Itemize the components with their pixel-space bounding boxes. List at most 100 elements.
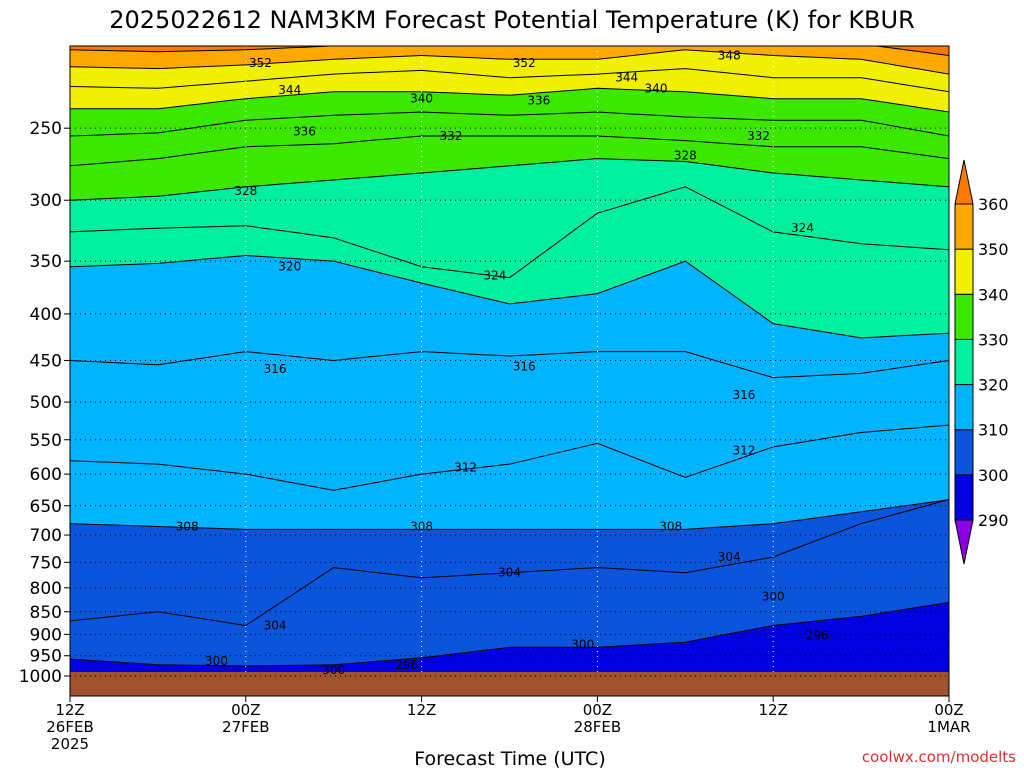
contour-label-328: 328 — [234, 184, 257, 198]
contour-316 — [70, 351, 949, 379]
plot-frame — [69, 45, 950, 697]
x-tick-label-0-2: 26FEB — [46, 718, 93, 736]
contour-label-344: 344 — [278, 83, 301, 97]
x-tick-label-5-2: 1MAR — [927, 718, 970, 736]
contour-320 — [70, 254, 949, 339]
contour-labels: 352 352 348 344 344 340 340 336 336 332 332 328 328 3… — [176, 48, 829, 677]
contour-336 — [70, 111, 949, 137]
colorbar-label-310: 310 — [978, 421, 1009, 440]
contour-304 — [70, 499, 949, 627]
colorbar-label-320: 320 — [978, 376, 1009, 395]
y-tick-label-400: 400 — [30, 305, 62, 325]
contour-label-348: 348 — [718, 48, 741, 62]
colorbar-seg-340 — [954, 248, 974, 295]
filled-bands — [70, 46, 949, 696]
y-tick-label-550: 550 — [30, 431, 62, 451]
contour-label-336: 336 — [527, 93, 550, 107]
y-tick-label-500: 500 — [30, 393, 62, 413]
colorbar-label-290: 290 — [978, 511, 1009, 530]
contour-label-312: 312 — [454, 460, 477, 474]
contour-label-296: 296 — [806, 629, 829, 643]
colorbar-seg-290 — [954, 474, 974, 521]
y-tick-label-600: 600 — [30, 465, 62, 485]
contour-label-324: 324 — [791, 221, 814, 235]
y-tick-label-300: 300 — [30, 191, 62, 211]
contour-label-316: 316 — [513, 360, 536, 374]
credit-text: coolwx.com/modelts — [862, 748, 1016, 766]
contour-348 — [70, 49, 949, 75]
y-tick-label-450: 450 — [30, 351, 62, 371]
contour-label-304: 304 — [498, 566, 521, 580]
x-tick-label-3-2: 28FEB — [574, 718, 621, 736]
contour-label-328: 328 — [674, 149, 697, 163]
y-axis: 2503003504004505005506006507007508008509… — [19, 119, 70, 687]
y-tick-label-700: 700 — [30, 526, 62, 546]
contour-332 — [70, 135, 949, 167]
colorbar: 290 300 310 320 330 340 350 360 — [954, 159, 1009, 565]
contour-label-304: 304 — [718, 550, 741, 564]
contour-label-300: 300 — [762, 590, 785, 604]
colorbar-seg-320 — [954, 338, 974, 386]
contour-label-324: 324 — [483, 269, 506, 283]
contour-label-320: 320 — [278, 260, 301, 274]
contour-label-308: 308 — [410, 519, 433, 533]
grid-lines — [69, 45, 950, 697]
contour-label-308: 308 — [176, 519, 199, 533]
y-tick-label-350: 350 — [30, 252, 62, 272]
chart-title: 2025022612 NAM3KM Forecast Potential Tem… — [109, 6, 915, 34]
colorbar-label-300: 300 — [978, 466, 1009, 485]
x-tick-label-1-1: 00Z — [231, 701, 260, 719]
colorbar-label-350: 350 — [978, 240, 1009, 259]
x-tick-label-3-1: 00Z — [583, 701, 612, 719]
y-tick-label-800: 800 — [30, 579, 62, 599]
x-tick-label-1-2: 27FEB — [222, 718, 269, 736]
contour-label-296: 296 — [395, 658, 418, 672]
x-axis-label: Forecast Time (UTC) — [414, 748, 605, 768]
y-tick-label-900: 900 — [30, 625, 62, 645]
contour-label-300: 300 — [205, 654, 228, 668]
colorbar-seg-300 — [954, 429, 974, 476]
colorbar-label-330: 330 — [978, 330, 1009, 349]
y-tick-label-750: 750 — [30, 553, 62, 573]
contour-324 — [70, 186, 949, 279]
contour-label-332: 332 — [439, 129, 462, 143]
x-tick-label-2-1: 12Z — [407, 701, 436, 719]
contour-308 — [70, 499, 949, 530]
contour-label-308: 308 — [659, 519, 682, 533]
contour-label-340: 340 — [410, 92, 433, 106]
x-tick-label-5-1: 00Z — [934, 701, 963, 719]
colorbar-arrow-top — [954, 159, 974, 205]
contour-label-300: 300 — [322, 663, 345, 677]
ground-fill — [70, 672, 949, 696]
contour-label-340: 340 — [645, 81, 668, 95]
colorbar-arrow-bottom — [954, 519, 974, 565]
x-tick-label-0-3: 2025 — [51, 735, 89, 753]
ground-surface — [70, 672, 949, 696]
y-tick-label-950: 950 — [30, 647, 62, 667]
x-tick-label-0-1: 12Z — [55, 701, 84, 719]
colorbar-label-340: 340 — [978, 285, 1009, 304]
x-tick-label-4-1: 12Z — [759, 701, 788, 719]
contour-label-352: 352 — [249, 56, 272, 70]
contour-312 — [70, 424, 949, 491]
contour-label-352: 352 — [513, 56, 536, 70]
y-tick-label-850: 850 — [30, 603, 62, 623]
colorbar-label-360: 360 — [978, 195, 1009, 214]
contour-label-304: 304 — [264, 618, 287, 632]
contour-label-300: 300 — [571, 637, 594, 651]
contour-344 — [70, 68, 949, 93]
contour-328 — [70, 158, 949, 201]
contour-label-332: 332 — [747, 129, 770, 143]
y-tick-label-650: 650 — [30, 497, 62, 517]
contour-label-336: 336 — [293, 124, 316, 138]
contour-352 — [70, 46, 949, 56]
contour-label-312: 312 — [732, 443, 755, 457]
colorbar-seg-330 — [954, 293, 974, 340]
y-tick-label-250: 250 — [30, 119, 62, 139]
colorbar-seg-350 — [954, 203, 974, 250]
contour-label-344: 344 — [615, 71, 638, 85]
y-tick-label-1000: 1000 — [19, 667, 62, 687]
contour-lines — [70, 46, 949, 667]
